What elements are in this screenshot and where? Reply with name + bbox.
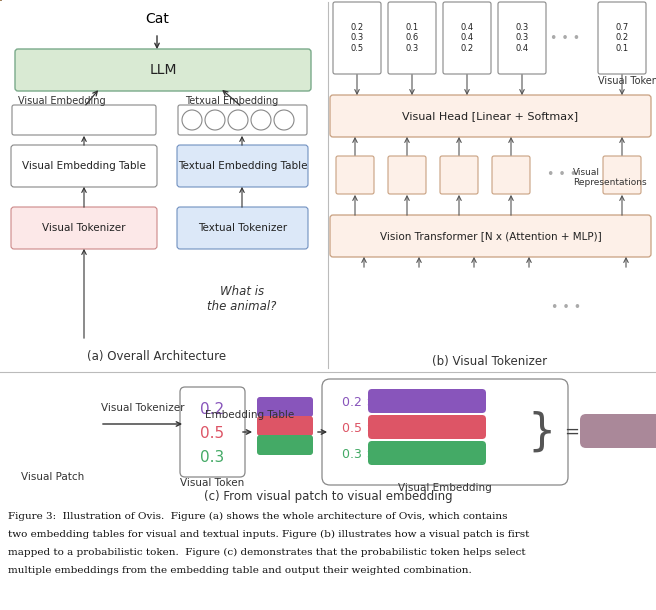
Text: Visual Tokens: Visual Tokens [598,76,656,86]
FancyBboxPatch shape [12,105,156,135]
Text: =: = [565,423,579,441]
Text: Visual Token: Visual Token [180,478,245,488]
Text: 0.2
0.3
0.5: 0.2 0.3 0.5 [350,23,363,53]
FancyBboxPatch shape [368,415,486,439]
Text: Figure 3:  Illustration of Ovis.  Figure (a) shows the whole architecture of Ovi: Figure 3: Illustration of Ovis. Figure (… [8,512,508,521]
Text: Visual
Representations: Visual Representations [573,168,647,187]
Text: 0.4
0.4
0.2: 0.4 0.4 0.2 [461,23,474,53]
Text: 0.2: 0.2 [201,403,224,417]
Text: What is
the animal?: What is the animal? [207,285,277,313]
Text: multiple embeddings from the embedding table and output their weighted combinati: multiple embeddings from the embedding t… [8,566,472,575]
FancyBboxPatch shape [580,414,656,448]
Text: (b) Visual Tokenizer: (b) Visual Tokenizer [432,355,548,368]
Text: Vision Transformer [N x (Attention + MLP)]: Vision Transformer [N x (Attention + MLP… [380,231,602,241]
Text: Visual Embedding: Visual Embedding [398,483,492,493]
Text: Tetxual Embedding: Tetxual Embedding [185,96,278,106]
FancyBboxPatch shape [440,156,478,194]
Text: (c) From visual patch to visual embedding: (c) From visual patch to visual embeddin… [203,490,453,503]
FancyBboxPatch shape [388,156,426,194]
Text: • • •: • • • [550,32,580,45]
Text: two embedding tables for visual and textual inputs. Figure (b) illustrates how a: two embedding tables for visual and text… [8,530,529,539]
FancyBboxPatch shape [330,95,651,137]
Text: Visual Head [Linear + Softmax]: Visual Head [Linear + Softmax] [402,111,579,121]
FancyBboxPatch shape [333,2,381,74]
Text: 0.2 ×: 0.2 × [342,395,377,409]
FancyBboxPatch shape [598,2,646,74]
FancyBboxPatch shape [180,387,245,477]
FancyBboxPatch shape [443,2,491,74]
FancyBboxPatch shape [388,2,436,74]
Text: 0.5 ×: 0.5 × [342,422,377,434]
FancyBboxPatch shape [257,416,313,436]
Text: • • •: • • • [551,301,581,314]
Text: Cat: Cat [145,12,169,26]
FancyBboxPatch shape [368,441,486,465]
Text: }: } [528,411,556,453]
FancyBboxPatch shape [603,156,641,194]
Text: Visual Tokenizer: Visual Tokenizer [101,403,185,413]
FancyBboxPatch shape [177,207,308,249]
Text: 0.3: 0.3 [200,451,224,465]
Text: Visual Tokenizer: Visual Tokenizer [42,223,126,233]
Text: • • •: • • • [547,168,577,182]
FancyBboxPatch shape [11,207,157,249]
Text: LLM: LLM [150,63,176,77]
FancyBboxPatch shape [257,435,313,455]
Text: mapped to a probabilistic token.  Figure (c) demonstrates that the probabilistic: mapped to a probabilistic token. Figure … [8,548,525,557]
FancyBboxPatch shape [15,49,311,91]
Text: 0.1
0.6
0.3: 0.1 0.6 0.3 [405,23,419,53]
Text: 0.3
0.3
0.4: 0.3 0.3 0.4 [516,23,529,53]
FancyBboxPatch shape [498,2,546,74]
Text: Visual Embedding Table: Visual Embedding Table [22,161,146,171]
Text: Visual Patch: Visual Patch [22,472,85,482]
Text: 0.3 ×: 0.3 × [342,448,377,461]
FancyBboxPatch shape [178,105,307,135]
Text: Embedding Table: Embedding Table [205,410,295,420]
FancyBboxPatch shape [330,215,651,257]
FancyBboxPatch shape [368,389,486,413]
Text: 0.5: 0.5 [201,426,224,442]
FancyBboxPatch shape [257,397,313,417]
Text: 0.7
0.2
0.1: 0.7 0.2 0.1 [615,23,628,53]
Text: Textual Tokenizer: Textual Tokenizer [198,223,287,233]
Text: Visual Embedding: Visual Embedding [18,96,106,106]
FancyBboxPatch shape [322,379,568,485]
Text: Textual Embedding Table: Textual Embedding Table [178,161,307,171]
FancyBboxPatch shape [11,145,157,187]
FancyBboxPatch shape [492,156,530,194]
Text: (a) Overall Architecture: (a) Overall Architecture [87,350,226,363]
FancyBboxPatch shape [177,145,308,187]
FancyBboxPatch shape [336,156,374,194]
